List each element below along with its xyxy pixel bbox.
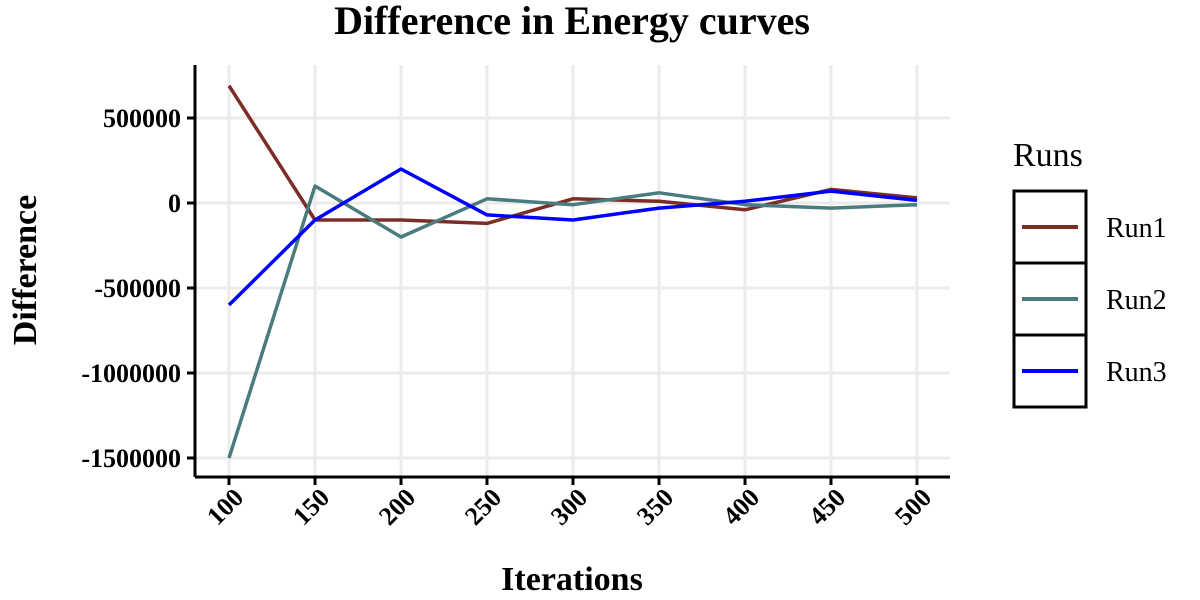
y-axis-title: Difference bbox=[7, 195, 44, 345]
y-tick-label: -1000000 bbox=[81, 359, 181, 388]
x-tick-label: 150 bbox=[287, 483, 335, 531]
y-tick-label: -500000 bbox=[94, 274, 181, 303]
x-tick-label: 200 bbox=[373, 483, 421, 531]
x-tick-label: 250 bbox=[459, 483, 507, 531]
x-tick-label: 100 bbox=[201, 483, 249, 531]
legend-title: Runs bbox=[1013, 137, 1083, 174]
y-tick-label: 0 bbox=[168, 189, 181, 218]
chart-title: Difference in Energy curves bbox=[334, 0, 810, 43]
x-tick-label: 450 bbox=[803, 483, 851, 531]
legend: Runs Run1 Run2 Run3 bbox=[1012, 137, 1167, 409]
legend-label-run1: Run1 bbox=[1106, 213, 1167, 244]
x-axis-title: Iterations bbox=[501, 561, 643, 598]
x-tick-label: 400 bbox=[717, 483, 765, 531]
x-tick-label: 350 bbox=[631, 483, 679, 531]
x-tick-label: 500 bbox=[889, 483, 937, 531]
legend-label-run2: Run2 bbox=[1106, 285, 1167, 316]
axes: 100 150 200 250 300 350 400 450 500 500000 0 -50000… bbox=[81, 65, 950, 531]
legend-label-run3: Run3 bbox=[1106, 357, 1167, 388]
x-tick-label: 300 bbox=[545, 483, 593, 531]
y-tick-label: 500000 bbox=[103, 104, 181, 133]
series-line-run3 bbox=[227, 167, 918, 307]
series-lines bbox=[227, 84, 918, 459]
grid bbox=[195, 65, 950, 477]
y-tick-label: -1500000 bbox=[81, 444, 181, 473]
